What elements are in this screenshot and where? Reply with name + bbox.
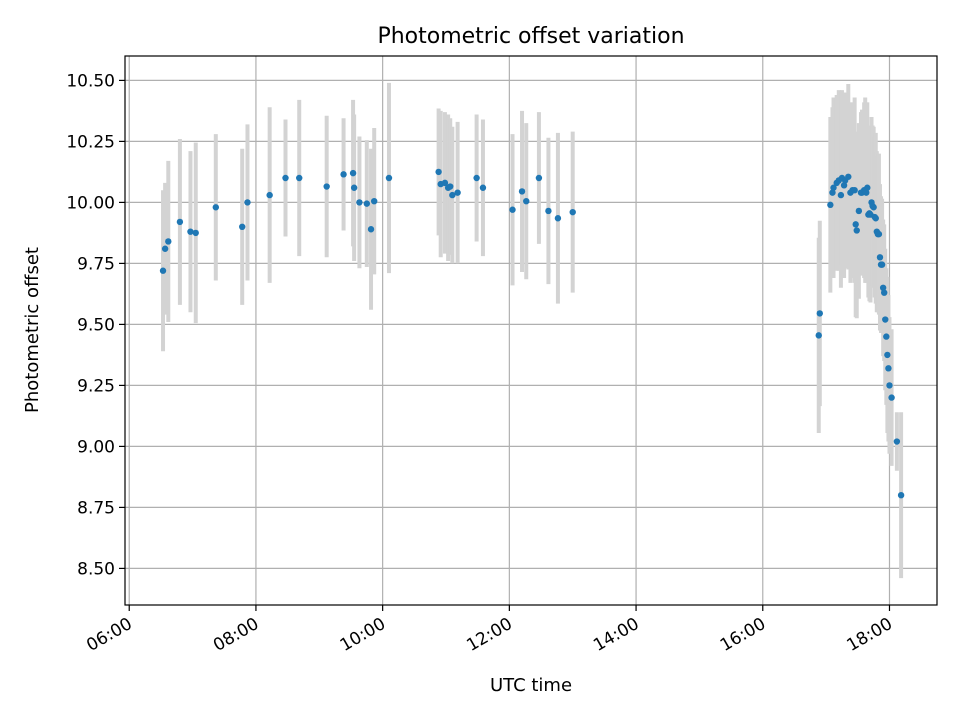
data-point	[161, 245, 169, 252]
data-point	[350, 184, 358, 191]
data-point	[535, 174, 543, 182]
data-point	[870, 204, 877, 211]
data-point	[864, 184, 871, 191]
data-point	[385, 174, 393, 182]
y-tick-label: 10.00	[66, 193, 115, 213]
x-tick-label: 06:00	[83, 614, 135, 656]
data-point	[296, 174, 303, 182]
data-point	[888, 394, 895, 401]
data-point	[518, 188, 526, 195]
data-point	[840, 182, 848, 189]
data-point	[881, 289, 888, 296]
data-point	[441, 179, 449, 187]
data-point	[876, 254, 884, 261]
data-point	[282, 174, 289, 182]
y-axis-label: Photometric offset	[22, 247, 43, 413]
data-point	[878, 261, 886, 268]
data-point	[897, 492, 905, 499]
data-point	[827, 201, 834, 209]
y-tick-label: 9.50	[77, 315, 115, 335]
data-point	[435, 168, 442, 176]
data-point	[239, 223, 246, 230]
y-tick-label: 8.50	[77, 559, 115, 579]
x-tick-label: 08:00	[210, 614, 262, 656]
data-point	[165, 238, 172, 245]
data-point	[523, 197, 530, 205]
data-point	[363, 200, 371, 207]
y-tick-label: 9.75	[77, 254, 115, 274]
data-point	[509, 206, 516, 213]
data-point	[893, 438, 901, 445]
data-point	[829, 189, 836, 196]
data-point	[349, 169, 357, 177]
y-tick-label: 10.25	[66, 132, 115, 152]
data-point	[545, 207, 552, 215]
data-point	[212, 204, 220, 211]
y-tick-label: 8.75	[77, 498, 115, 518]
grid	[125, 56, 937, 605]
error-bars	[161, 82, 904, 579]
x-tick-label: 12:00	[463, 614, 515, 656]
data-point	[449, 191, 456, 199]
data-point	[886, 382, 893, 389]
data-point	[816, 310, 823, 317]
data-point	[863, 189, 870, 196]
x-tick-label: 10:00	[337, 614, 389, 656]
data-point	[370, 197, 378, 205]
data-point	[192, 229, 199, 237]
data-point	[837, 191, 845, 199]
data-point	[554, 215, 562, 222]
x-tick-label: 16:00	[717, 614, 769, 656]
data-point	[879, 284, 887, 291]
data-point	[883, 333, 890, 340]
data-point	[815, 332, 822, 339]
data-point	[852, 221, 859, 228]
data-point	[872, 215, 879, 222]
data-point	[447, 183, 454, 190]
y-tick-label: 9.00	[77, 437, 115, 457]
data-point	[340, 171, 347, 178]
data-point	[367, 226, 375, 233]
data-point	[884, 351, 891, 359]
data-point	[882, 316, 889, 323]
data-point	[479, 184, 487, 191]
plot-frame	[124, 55, 938, 606]
y-tick-label: 9.25	[77, 376, 115, 396]
x-axis-label: UTC time	[490, 675, 572, 696]
data-point	[323, 183, 330, 190]
data-point	[244, 199, 251, 206]
x-tick-label: 14:00	[590, 614, 642, 656]
data-point	[875, 230, 883, 238]
data-point	[356, 199, 363, 206]
data-point	[454, 189, 461, 196]
data-points	[159, 168, 905, 499]
data-point	[830, 184, 837, 191]
data-point	[187, 228, 194, 235]
data-point	[851, 187, 858, 194]
data-point	[853, 227, 860, 234]
data-point	[473, 174, 480, 182]
data-point	[569, 208, 576, 216]
y-tick-label: 10.50	[66, 71, 115, 91]
data-point	[885, 365, 892, 372]
x-tick-label: 18:00	[844, 614, 896, 656]
chart-title: Photometric offset variation	[377, 24, 684, 49]
data-point	[266, 191, 273, 199]
data-point	[855, 207, 863, 215]
data-point	[845, 173, 852, 180]
data-point	[176, 218, 184, 226]
data-point	[159, 267, 167, 274]
